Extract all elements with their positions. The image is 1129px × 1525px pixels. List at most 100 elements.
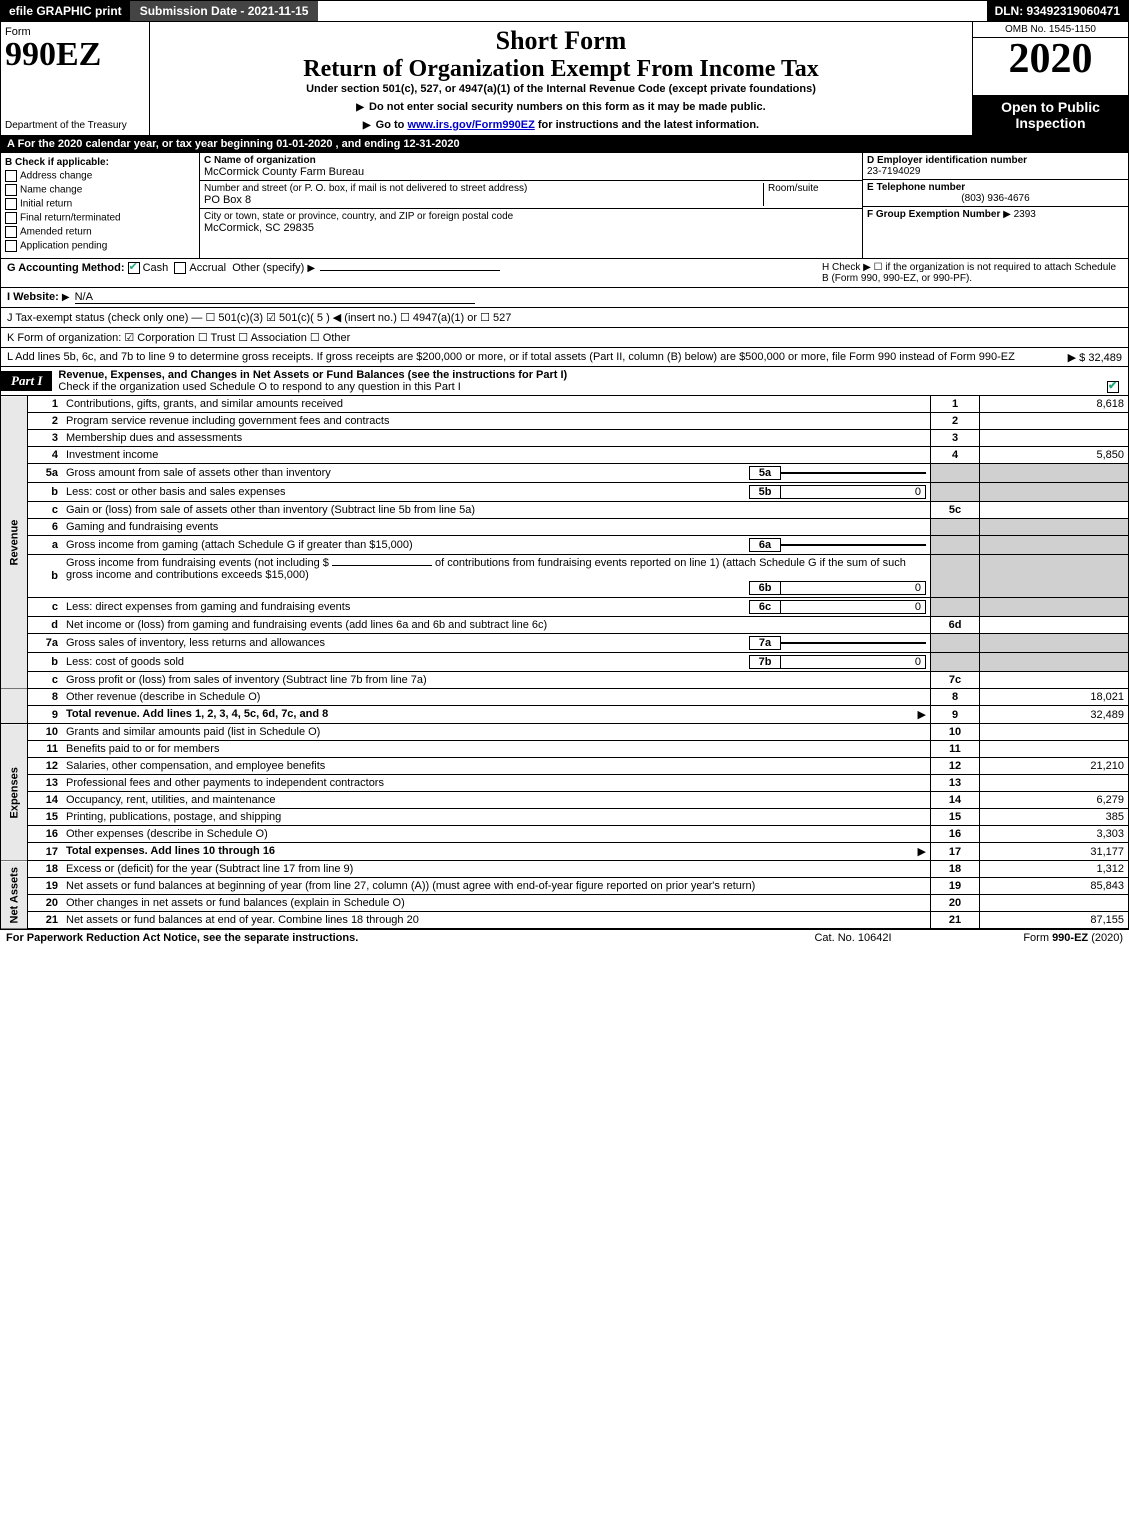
website-label: I Website:: [7, 291, 59, 303]
ln4-desc: Investment income: [62, 447, 931, 464]
ln18-amt: 1,312: [980, 861, 1129, 878]
cat-no: Cat. No. 10642I: [753, 932, 953, 944]
phone-value: (803) 936-4676: [867, 193, 1124, 204]
part-1-tag: Part I: [1, 371, 52, 391]
shade-cell: [980, 536, 1129, 555]
chk-accrual[interactable]: [174, 262, 186, 274]
page-footer: For Paperwork Reduction Act Notice, see …: [0, 929, 1129, 946]
ln5c-amt: [980, 502, 1129, 519]
ln6d-num: 6d: [931, 617, 980, 634]
ssn-warning: Do not enter social security numbers on …: [158, 101, 964, 113]
ln3-no: 3: [28, 430, 63, 447]
chk-final-return[interactable]: Final return/terminated: [5, 212, 195, 224]
shade-cell: [931, 598, 980, 617]
ln17-amt: 31,177: [980, 843, 1129, 861]
side-label-expenses: Expenses: [1, 724, 28, 861]
efile-print-label[interactable]: efile GRAPHIC print: [1, 1, 130, 21]
ln13-no: 13: [28, 775, 63, 792]
ln9-num: 9: [931, 706, 980, 724]
ln6-no: 6: [28, 519, 63, 536]
ln5c-no: c: [28, 502, 63, 519]
ln11-num: 11: [931, 741, 980, 758]
city-value: McCormick, SC 29835: [204, 222, 858, 234]
goto-pre: Go to: [376, 119, 408, 131]
ln20-desc: Other changes in net assets or fund bala…: [62, 895, 931, 912]
ln6c-desc: Less: direct expenses from gaming and fu…: [66, 601, 743, 613]
other-specify-input[interactable]: [320, 270, 500, 271]
block-d-e-f: D Employer identification number 23-7194…: [862, 153, 1128, 258]
ln21-no: 21: [28, 912, 63, 929]
ln7b-mini-lbl: 7b: [749, 655, 781, 669]
ln8-no: 8: [28, 689, 63, 706]
arrow-icon: ▶: [1003, 209, 1011, 220]
ln9-no: 9: [28, 706, 63, 724]
ln6b-no: b: [28, 555, 63, 598]
street-value: PO Box 8: [204, 194, 763, 206]
ln6b-mini-val: 0: [781, 581, 926, 595]
main-title: Return of Organization Exempt From Incom…: [158, 56, 964, 83]
ln18-no: 18: [28, 861, 63, 878]
ln16-no: 16: [28, 826, 63, 843]
row-j-tax-exempt: J Tax-exempt status (check only one) — ☐…: [0, 308, 1129, 328]
goto-post: for instructions and the latest informat…: [538, 119, 759, 131]
ln15-no: 15: [28, 809, 63, 826]
ln20-no: 20: [28, 895, 63, 912]
ln9-desc: Total revenue. Add lines 1, 2, 3, 4, 5c,…: [66, 708, 328, 720]
shade-cell: [980, 464, 1129, 483]
chk-amended-return[interactable]: Amended return: [5, 226, 195, 238]
side-label-net-assets: Net Assets: [1, 861, 28, 929]
ln6b-mini-lbl: 6b: [749, 581, 781, 595]
ln1-num: 1: [931, 396, 980, 413]
ln6a-mini-lbl: 6a: [749, 538, 781, 552]
shade-cell: [980, 598, 1129, 617]
g-label: G Accounting Method:: [7, 262, 125, 274]
ln15-num: 15: [931, 809, 980, 826]
block-c-name-address: C Name of organization McCormick County …: [200, 153, 862, 258]
ln6d-no: d: [28, 617, 63, 634]
h-schedule-b-check: H Check ▶ ☐ if the organization is not r…: [822, 262, 1122, 284]
ln4-num: 4: [931, 447, 980, 464]
shade-cell: [980, 634, 1129, 653]
chk-schedule-o[interactable]: [1107, 381, 1119, 393]
header-left-block: Form 990EZ Department of the Treasury: [1, 22, 150, 135]
irs-link[interactable]: www.irs.gov/Form990EZ: [407, 119, 534, 131]
group-exempt-value: 2393: [1014, 209, 1036, 220]
open-to-public-badge: Open to Public Inspection: [973, 95, 1128, 135]
shade-cell: [980, 519, 1129, 536]
ln12-num: 12: [931, 758, 980, 775]
ln5a-mini-lbl: 5a: [749, 466, 781, 480]
ln14-desc: Occupancy, rent, utilities, and maintena…: [62, 792, 931, 809]
ln6c-mini-lbl: 6c: [749, 600, 781, 614]
form-number: 990EZ: [5, 38, 145, 72]
net-assets-table: Net Assets 18 Excess or (deficit) for th…: [0, 861, 1129, 929]
header-center-block: Short Form Return of Organization Exempt…: [150, 22, 972, 135]
ln7c-desc: Gross profit or (loss) from sales of inv…: [62, 672, 931, 689]
ln12-no: 12: [28, 758, 63, 775]
shade-cell: [980, 653, 1129, 672]
ln7b-no: b: [28, 653, 63, 672]
ln15-desc: Printing, publications, postage, and shi…: [62, 809, 931, 826]
row-l-amount: $ 32,489: [1079, 352, 1122, 364]
ln1-amt: 8,618: [980, 396, 1129, 413]
ln13-num: 13: [931, 775, 980, 792]
ln3-desc: Membership dues and assessments: [62, 430, 931, 447]
entity-info-grid: B Check if applicable: Address change Na…: [0, 153, 1129, 259]
chk-cash[interactable]: [128, 262, 140, 274]
shade-cell: [980, 555, 1129, 598]
room-suite-label: Room/suite: [763, 183, 858, 206]
chk-address-change[interactable]: Address change: [5, 170, 195, 182]
phone-label: E Telephone number: [867, 182, 1124, 193]
ln5b-desc: Less: cost or other basis and sales expe…: [66, 486, 743, 498]
ln4-amt: 5,850: [980, 447, 1129, 464]
accounting-method: G Accounting Method: Cash Accrual Other …: [7, 262, 822, 284]
top-bar: efile GRAPHIC print Submission Date - 20…: [0, 0, 1129, 22]
chk-initial-return[interactable]: Initial return: [5, 198, 195, 210]
shade-cell: [931, 464, 980, 483]
chk-name-change[interactable]: Name change: [5, 184, 195, 196]
ln6b-blank[interactable]: [332, 565, 432, 566]
ln16-amt: 3,303: [980, 826, 1129, 843]
ln5c-desc: Gain or (loss) from sale of assets other…: [62, 502, 931, 519]
ln14-amt: 6,279: [980, 792, 1129, 809]
chk-application-pending[interactable]: Application pending: [5, 240, 195, 252]
goto-note: Go to www.irs.gov/Form990EZ for instruct…: [158, 119, 964, 131]
